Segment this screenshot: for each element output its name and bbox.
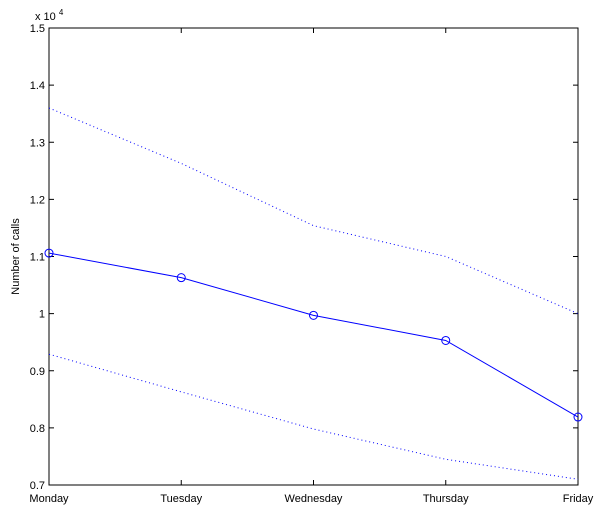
y-tick-label: 0.8	[30, 423, 45, 435]
x-tick-label: Tuesday	[160, 493, 202, 505]
plot-area	[44, 27, 583, 486]
y-axis-label: Number of calls	[10, 218, 22, 295]
axes-box	[48, 27, 579, 486]
x-tick-label: Monday	[29, 493, 69, 505]
axis-labels: 0.7 0.8 0.9 1 1.1 1.2 1.3 1.4 1.5 Monday Tuesday We…	[29, 23, 593, 505]
y-tick-label: 1.4	[30, 80, 45, 92]
y-exponent-label: x 10 4	[35, 8, 64, 23]
mean-point	[573, 412, 583, 422]
y-tick-label: 0.7	[30, 480, 45, 492]
y-tick-label: 1.2	[30, 194, 45, 206]
y-tick-label: 0.9	[30, 366, 45, 378]
mean-point	[309, 310, 318, 320]
tick-marks	[48, 27, 579, 486]
y-tick-label: 1.1	[30, 252, 45, 264]
x-tick-label: Friday	[563, 493, 594, 505]
y-tick-label: 1.5	[30, 23, 45, 35]
y-exponent-power: 4	[59, 8, 64, 17]
series-group	[44, 107, 583, 480]
y-tick-label: 1.3	[30, 137, 45, 149]
y-exponent-base: x 10	[35, 11, 56, 23]
mean-point	[176, 273, 186, 283]
mean-line	[48, 252, 579, 418]
mean-point	[441, 335, 451, 345]
mean-point	[44, 248, 54, 258]
y-tick-label: 1	[39, 309, 45, 321]
x-tick-label: Thursday	[423, 493, 469, 505]
x-tick-label: Wednesday	[285, 493, 343, 505]
